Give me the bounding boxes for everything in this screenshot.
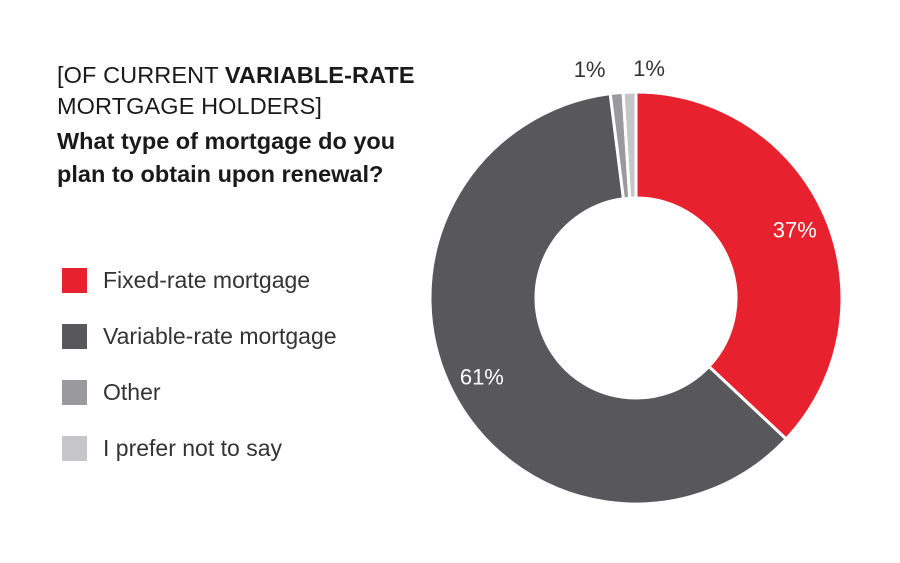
question-line1: What type of mortgage do you [57, 128, 396, 154]
question-line2: plan to obtain upon renewal? [57, 161, 384, 187]
slice-fixed-rate [634, 90, 844, 442]
data-label-other: 1% [574, 57, 606, 82]
slice-variable-rate [428, 91, 789, 506]
data-label-variable-rate: 61% [460, 365, 504, 390]
legend: Fixed-rate mortgage Variable-rate mortga… [62, 252, 337, 476]
title-qualifier-line2: MORTGAGE HOLDERS] [57, 93, 323, 119]
legend-item-variable-rate: Variable-rate mortgage [62, 308, 337, 364]
legend-item-fixed-rate: Fixed-rate mortgage [62, 252, 337, 308]
qualifier-prefix: [OF CURRENT [57, 62, 225, 88]
legend-label: Variable-rate mortgage [103, 322, 337, 349]
legend-swatch [62, 267, 87, 293]
data-label-fixed-rate: 37% [773, 217, 817, 242]
legend-swatch [62, 379, 87, 405]
legend-swatch [62, 323, 87, 349]
legend-item-prefer-not-to-say: I prefer not to say [62, 420, 337, 476]
legend-swatch [62, 435, 87, 461]
legend-label: Fixed-rate mortgage [103, 266, 311, 293]
legend-label: I prefer not to say [103, 434, 282, 461]
data-label-prefer-not-to-say: 1% [633, 56, 665, 81]
title-qualifier-line1: [OF CURRENT VARIABLE-RATE [57, 60, 477, 91]
chart-title: [OF CURRENT VARIABLE-RATE MORTGAGE HOLDE… [57, 60, 477, 191]
slice-prefer-not-to-say [621, 90, 638, 200]
legend-label: Other [103, 378, 161, 405]
legend-item-other: Other [62, 364, 337, 420]
qualifier-bold: VARIABLE-RATE [224, 62, 415, 88]
